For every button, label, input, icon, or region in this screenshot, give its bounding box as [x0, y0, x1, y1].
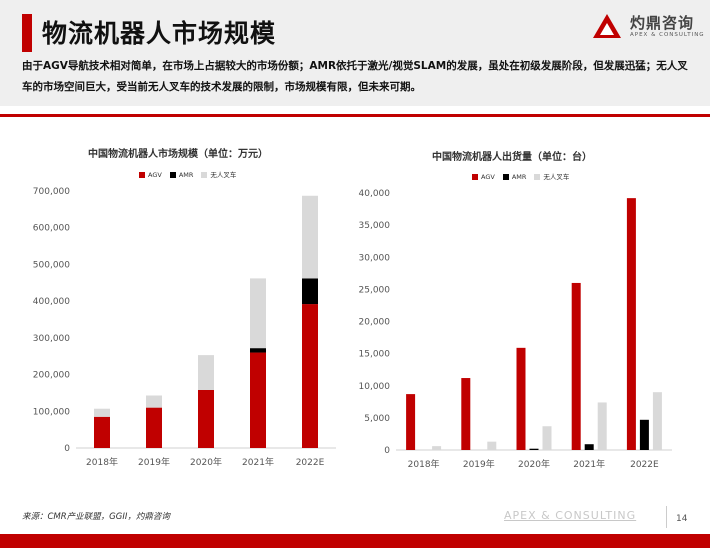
company-logo: 灼鼎咨询 APEX & CONSULTING — [592, 12, 704, 44]
chart1-x-tick-label: 2020年 — [190, 456, 222, 468]
chart1-y-tick-label: 0 — [64, 444, 70, 454]
chart2-x-tick-label: 2021年 — [573, 458, 605, 470]
chart2-y-tick-label: 25,000 — [359, 285, 391, 295]
chart2-legend-item: AMR — [502, 173, 527, 181]
chart2-legend-label: AMR — [511, 173, 527, 181]
chart1-bar-AGV — [94, 416, 110, 448]
chart1-y-tick-label: 300,000 — [33, 334, 70, 344]
chart1-legend-swatch — [169, 172, 176, 178]
chart1-bar-无人叉车 — [198, 355, 214, 390]
chart2-legend-item: AGV — [472, 173, 495, 181]
chart2-legend-swatch — [472, 174, 478, 180]
chart2-bar-AGV — [516, 347, 526, 450]
chart1-legend-item: AMR — [169, 171, 194, 179]
chart2-bar-AMR — [584, 444, 594, 450]
chart2-legend-swatch — [502, 174, 509, 180]
chart1-bar-AGV — [250, 352, 266, 448]
chart1-legend-item: AGV — [139, 171, 162, 179]
page-number: 14 — [676, 514, 688, 524]
logo-subtitle: APEX & CONSULTING — [630, 32, 705, 38]
chart2-legend: AGV AMR 无人叉车 — [472, 171, 577, 181]
chart1-plot: 0 100,000 200,000 300,000 400,000 500,000 600,… — [33, 187, 336, 468]
chart2-bar-无人叉车 — [487, 441, 497, 450]
chart1-bar-无人叉车 — [146, 395, 162, 408]
chart1-bar-AGV — [146, 407, 162, 448]
chart2-plot: 0 5,000 10,000 15,000 20,000 25,000 30,000 35,0… — [359, 189, 672, 470]
chart2-title: 中国物流机器人出货量（单位：台） — [432, 152, 592, 163]
page-description: 由于AGV导航技术相对简单，在市场上占据较大的市场份额；AMR依托于激光/视觉S… — [22, 60, 688, 93]
chart2-y-tick-label: 30,000 — [359, 253, 391, 263]
chart2-bar-AMR — [639, 419, 649, 450]
header-banner: 物流机器人市场规模 由于AGV导航技术相对简单，在市场上占据较大的市场份额；AM… — [0, 0, 710, 106]
chart2-bar-无人叉车 — [542, 426, 552, 450]
chart1-x-tick-label: 2018年 — [86, 456, 118, 468]
chart1-x-tick-label: 2022E — [296, 458, 325, 468]
chart2-legend-swatch — [534, 174, 541, 180]
chart2-bar-AMR — [529, 448, 539, 450]
chart2-bar-AGV — [406, 394, 416, 450]
chart1-y-tick-label: 700,000 — [33, 187, 70, 197]
chart2-bar-无人叉车 — [597, 402, 607, 450]
page-title: 物流机器人市场规模 — [42, 19, 277, 48]
chart2-y-tick-label: 40,000 — [359, 189, 391, 199]
chart2-x-tick-label: 2019年 — [463, 458, 495, 470]
chart1-legend-label: 无人叉车 — [210, 171, 237, 179]
chart1-legend-label: AGV — [148, 171, 162, 179]
title-accent-bar — [22, 14, 32, 52]
chart1-legend-label: AMR — [178, 171, 194, 179]
bottom-accent-bar — [0, 534, 710, 548]
chart1-legend-item: 无人叉车 — [201, 169, 236, 179]
chart2-y-tick-label: 10,000 — [359, 382, 391, 392]
chart1-bar-无人叉车 — [302, 195, 318, 279]
chart1-legend: AGV AMR 无人叉车 — [139, 169, 244, 179]
chart1-bar-无人叉车 — [250, 278, 266, 349]
chart1-y-tick-label: 200,000 — [33, 371, 70, 381]
chart2-legend-item: 无人叉车 — [534, 171, 569, 181]
chart2-bar-AGV — [626, 198, 636, 450]
chart1-bar-AMR — [250, 348, 266, 353]
chart1-x-tick-label: 2021年 — [242, 456, 274, 468]
chart1-bar-AMR — [302, 278, 318, 305]
footer-divider — [666, 506, 667, 528]
chart1-x-tick-label: 2019年 — [138, 456, 170, 468]
footer-brand-link[interactable]: APEX & CONSULTING — [504, 509, 637, 522]
chart1-bar-AGV — [302, 304, 318, 448]
chart2-bar-AGV — [461, 378, 471, 450]
logo-triangle-icon — [593, 14, 621, 38]
chart1-bar-AGV — [198, 389, 214, 448]
chart2-x-tick-label: 2018年 — [408, 458, 440, 470]
chart1-legend-swatch — [201, 172, 208, 178]
chart2-bar-无人叉车 — [652, 392, 662, 450]
chart2-y-tick-label: 20,000 — [359, 318, 391, 328]
chart1-bar-无人叉车 — [94, 408, 110, 417]
chart2-x-tick-label: 2020年 — [518, 458, 550, 470]
chart1-y-tick-label: 600,000 — [33, 224, 70, 234]
chart1-legend-swatch — [139, 172, 145, 178]
chart1-y-tick-label: 400,000 — [33, 297, 70, 307]
chart1-y-tick-label: 500,000 — [33, 260, 70, 270]
chart2-y-tick-label: 5,000 — [364, 414, 390, 424]
chart2-legend-label: AGV — [481, 173, 495, 181]
chart1-title: 中国物流机器人市场规模（单位：万元） — [88, 149, 268, 160]
chart2-y-tick-label: 15,000 — [359, 350, 391, 360]
chart2-x-tick-label: 2022E — [630, 460, 659, 470]
chart2-y-tick-label: 35,000 — [359, 221, 391, 231]
chart1-y-tick-label: 100,000 — [33, 407, 70, 417]
chart2-legend-label: 无人叉车 — [543, 173, 570, 181]
header-divider — [0, 114, 710, 117]
source-note: 来源：CMR产业联盟，GGII，灼鼎咨询 — [22, 512, 170, 522]
chart2-bar-无人叉车 — [432, 446, 442, 450]
logo-name: 灼鼎咨询 — [630, 14, 695, 32]
chart2-y-tick-label: 0 — [384, 446, 390, 456]
chart2-bar-AGV — [571, 282, 581, 450]
